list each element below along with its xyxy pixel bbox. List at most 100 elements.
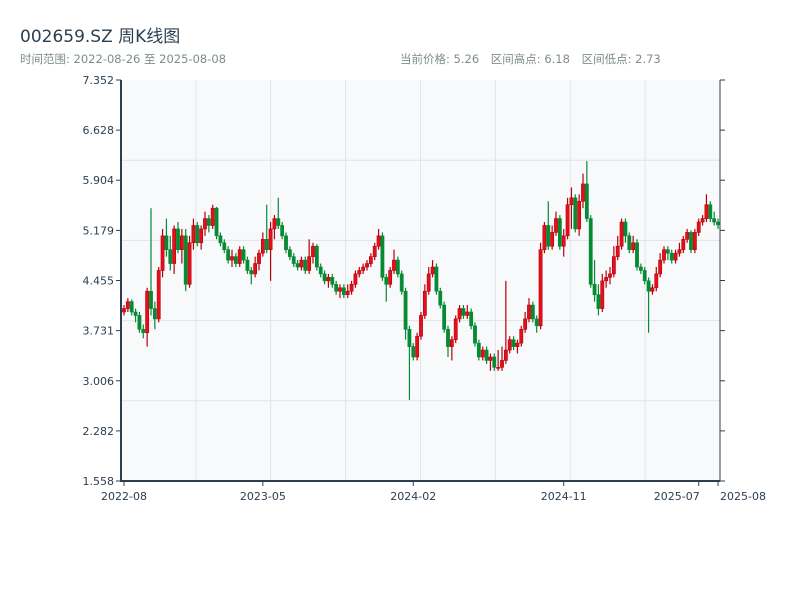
candle-down	[669, 252, 674, 261]
candle-up	[392, 259, 396, 271]
candle-down	[712, 218, 717, 223]
candle-up	[253, 263, 258, 275]
candle-up	[673, 252, 678, 261]
candle-up	[600, 280, 605, 309]
candle-up	[538, 249, 543, 327]
candle-down	[133, 311, 138, 316]
candle-up	[554, 218, 558, 233]
candle-up	[419, 315, 423, 337]
candle-down	[446, 328, 450, 347]
candle-down	[492, 356, 497, 368]
x-tick-label: 2023-05	[240, 490, 286, 503]
candle-down	[287, 249, 292, 257]
candle-up	[480, 349, 485, 358]
candle-up	[203, 218, 207, 230]
candle-up	[619, 221, 624, 247]
candle-down	[149, 290, 153, 309]
candle-down	[646, 280, 651, 292]
period-low: 区间低点: 2.73	[581, 52, 661, 66]
candle-up	[662, 249, 666, 261]
candle-up	[156, 270, 161, 320]
candle-down	[245, 259, 250, 271]
y-tick-label: 5.179	[83, 224, 115, 237]
y-tick-label: 2.282	[83, 425, 115, 438]
candle-up	[160, 235, 165, 271]
candle-up	[372, 245, 377, 257]
candle-up	[453, 318, 458, 340]
candle-down	[573, 197, 578, 230]
candle-down	[303, 259, 308, 271]
candle-up	[650, 287, 655, 292]
candle-down	[399, 273, 404, 292]
candle-up	[210, 207, 215, 226]
candle-up	[361, 266, 366, 271]
candle-down	[403, 290, 408, 330]
candle-down	[407, 328, 412, 347]
candle-up	[388, 270, 393, 285]
candle-up	[449, 339, 454, 347]
candle-down	[318, 266, 323, 275]
candle-up	[565, 204, 570, 237]
candle-up	[345, 290, 350, 295]
candle-down	[384, 277, 389, 285]
candle-up	[658, 259, 663, 275]
candle-up	[430, 266, 435, 275]
candle-up	[122, 308, 126, 313]
candle-down	[380, 235, 385, 278]
candle-up	[272, 218, 277, 230]
candle-down	[164, 235, 169, 251]
candle-down	[176, 228, 180, 251]
candle-down	[264, 239, 269, 251]
candle-up	[700, 218, 705, 223]
candle-up	[307, 256, 312, 271]
candle-up	[654, 273, 659, 289]
chart-title: 002659.SZ 周K线图	[20, 27, 181, 47]
candle-up	[550, 232, 555, 247]
candle-down	[596, 294, 601, 309]
candle-down	[511, 339, 516, 347]
candle-down	[716, 221, 720, 226]
candle-up	[338, 287, 342, 292]
candle-up	[500, 360, 504, 368]
candle-up	[376, 235, 381, 247]
candle-up	[357, 270, 362, 275]
candle-up	[187, 242, 192, 285]
candle-up	[349, 284, 354, 292]
candle-up	[299, 259, 304, 268]
candle-down	[442, 304, 447, 330]
date-range-label: 时间范围: 2022-08-26 至 2025-08-08	[20, 52, 227, 66]
candle-down	[195, 225, 200, 244]
candle-down	[557, 218, 562, 247]
candle-up	[457, 308, 462, 320]
candle-up	[199, 228, 204, 244]
candle-down	[341, 287, 346, 295]
candle-up	[631, 242, 636, 251]
candle-down	[141, 328, 146, 334]
candle-down	[469, 311, 474, 327]
candle-up	[569, 197, 574, 206]
candle-up	[604, 277, 609, 282]
candle-down	[330, 277, 335, 285]
candle-down	[623, 221, 628, 237]
candle-down	[635, 242, 639, 268]
candle-down	[689, 232, 693, 251]
candle-up	[615, 245, 620, 257]
candle-up	[257, 252, 261, 264]
candle-up	[523, 318, 528, 330]
candle-down	[322, 273, 327, 282]
candle-up	[519, 328, 524, 344]
candle-down	[168, 249, 173, 264]
candle-down	[530, 304, 535, 320]
candle-up	[145, 290, 150, 334]
candle-down	[476, 342, 481, 358]
candle-down	[708, 204, 713, 219]
candle-down	[137, 315, 142, 330]
y-tick-label: 7.352	[83, 74, 115, 87]
y-tick-label: 5.904	[83, 174, 115, 187]
candle-up	[681, 239, 686, 251]
candle-up	[353, 273, 358, 285]
candle-up	[542, 225, 547, 251]
candle-up	[365, 263, 369, 268]
candle-up	[125, 301, 130, 309]
